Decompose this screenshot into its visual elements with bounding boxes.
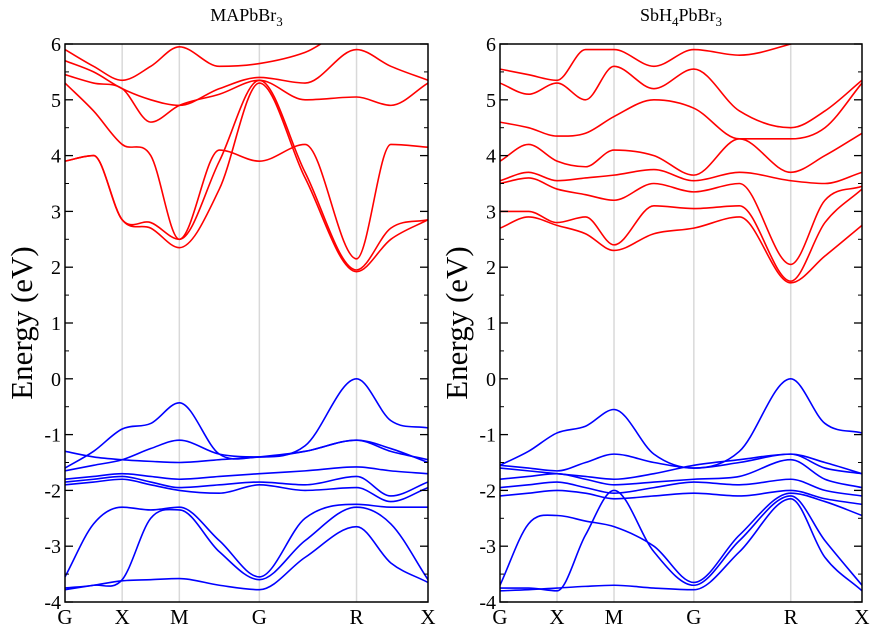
y-tick-label: -4 (479, 592, 496, 614)
kpoint-label: M (170, 605, 189, 628)
y-tick-label: 4 (486, 146, 496, 168)
panel-sbh4pbbr3: -4 -3 -2 -1 0 1 2 3 4 5 6 G X M G R X Energy (eV) SbH4PbBr… (439, 5, 870, 628)
valence-band-line (500, 458, 862, 489)
kpoint-label: G (57, 605, 72, 628)
valence-band-line (500, 377, 862, 469)
valence-band-line (500, 489, 862, 506)
conduction-band-line (500, 82, 862, 140)
conduction-band-line (500, 44, 794, 82)
y-tick-label: -3 (44, 536, 61, 558)
kpoint-label: X (854, 605, 869, 628)
y-tick-label: 5 (51, 90, 61, 112)
y-tick-label: 3 (51, 201, 61, 223)
y-tick-label: -1 (479, 425, 496, 447)
kpoint-label: R (350, 605, 364, 628)
kpoint-label: R (784, 605, 798, 628)
y-tick-label: 3 (486, 201, 496, 223)
valence-band-line (500, 453, 862, 475)
valence-band-line (500, 478, 862, 497)
y-tick-label: 6 (51, 34, 61, 56)
chart-title: MAPbBr3 (210, 5, 283, 29)
valence-band-line (500, 497, 862, 592)
kpoint-label: G (492, 605, 507, 628)
y-axis-label: Energy (eV) (439, 246, 474, 400)
valence-band-line (65, 503, 428, 578)
conduction-band-line (65, 44, 323, 82)
kpoint-label: G (252, 605, 267, 628)
y-tick-label: -2 (479, 480, 496, 502)
chart-title: SbH4PbBr3 (640, 5, 722, 29)
plot-frame (499, 43, 863, 603)
valence-band-line (65, 439, 428, 464)
kpoint-label: M (605, 605, 624, 628)
valence-band-line (65, 525, 428, 591)
conduction-band-line (65, 82, 428, 273)
valence-band-line (65, 475, 428, 497)
conduction-band-line (500, 168, 862, 185)
valence-band-line (65, 377, 428, 469)
y-tick-label: 1 (51, 313, 61, 335)
conduction-band-line (500, 132, 862, 176)
y-tick-label: 0 (51, 369, 61, 391)
conduction-band-line (500, 216, 862, 284)
conduction-band-line (500, 65, 862, 129)
conduction-band-line (65, 48, 428, 107)
valence-band-line (500, 489, 862, 592)
y-tick-label: 5 (486, 90, 496, 112)
valence-band-line (65, 478, 428, 503)
y-tick-label: 2 (486, 257, 496, 279)
y-tick-label: 0 (486, 369, 496, 391)
kpoint-label: X (549, 605, 564, 628)
y-tick-label: 2 (51, 257, 61, 279)
y-tick-label: -3 (479, 536, 496, 558)
conduction-band-line (65, 82, 428, 260)
y-tick-label: -2 (44, 480, 61, 502)
y-tick-label: 1 (486, 313, 496, 335)
kpoint-label: X (420, 605, 435, 628)
y-tick-label: -4 (44, 592, 61, 614)
valence-band-line (500, 453, 862, 481)
valence-band-line (65, 506, 428, 589)
valence-band-line (500, 492, 862, 586)
y-axis-label: Energy (eV) (4, 246, 39, 400)
conduction-band-line (65, 79, 428, 271)
y-tick-label: -1 (44, 425, 61, 447)
kpoint-label: X (115, 605, 130, 628)
plot-frame (64, 43, 429, 603)
conduction-band-line (500, 177, 862, 266)
conduction-band-line (65, 73, 428, 123)
y-tick-label: 6 (486, 34, 496, 56)
panel-mapbbr3: -4 -3 -2 -1 0 1 2 3 4 5 6 G X M G R X Energy (eV) MAPbBr3 (4, 5, 436, 628)
valence-band-line (65, 466, 428, 481)
bands (65, 44, 428, 591)
bands (500, 44, 862, 592)
y-tick-label: 4 (51, 146, 61, 168)
kpoint-label: G (686, 605, 701, 628)
conduction-band-line (500, 188, 862, 282)
